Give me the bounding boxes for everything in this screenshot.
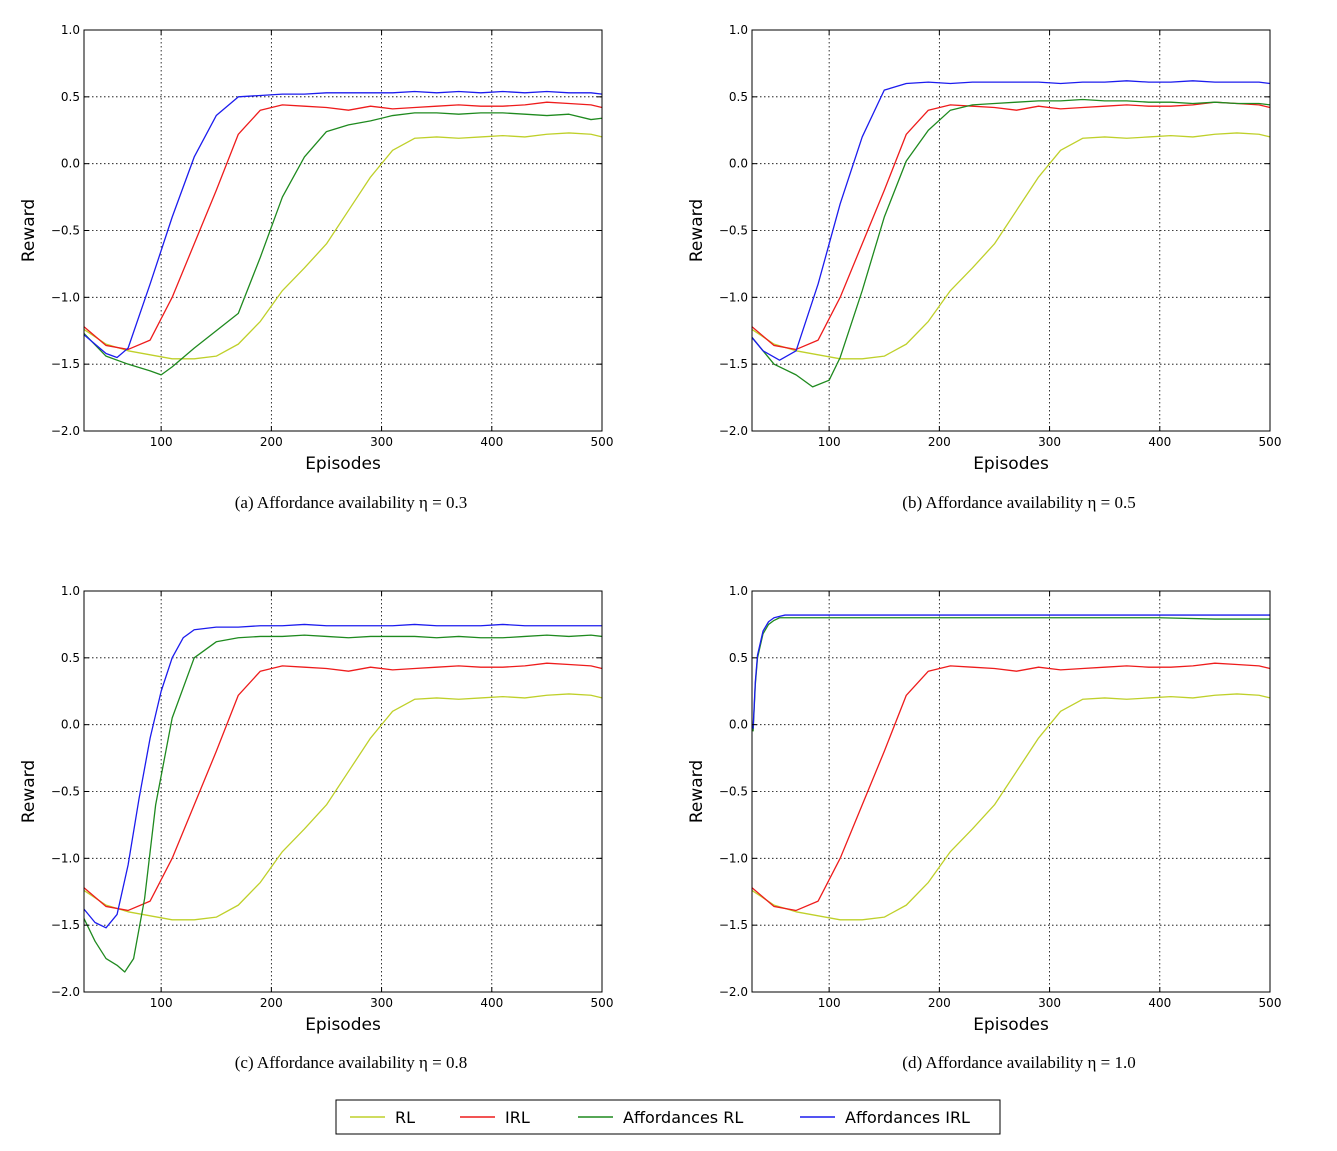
chart-1-caption: (b) Affordance availability η = 0.5 xyxy=(902,493,1135,512)
chart-0-xtick-label-2: 300 xyxy=(370,435,393,449)
chart-1-xtick-label-4: 500 xyxy=(1259,435,1282,449)
chart-3-ytick-label-4: 0.0 xyxy=(729,718,748,732)
chart-2-xtick-label-0: 100 xyxy=(150,996,173,1010)
subplot-a: 100 200 300 400 500 −2.0 −1.5 −1.0 −0.5 0.0 0.5 1.0… xyxy=(19,23,613,512)
chart-3-ytick-label-3: −0.5 xyxy=(719,785,748,799)
chart-2-y-axis-label: Reward xyxy=(19,760,39,823)
chart-3-x-axis-label: Episodes xyxy=(973,1015,1049,1035)
subplot-d: 100 200 300 400 500 −2.0 −1.5 −1.0 −0.5 0.0 0.5 1.0… xyxy=(687,584,1281,1072)
chart-0-y-axis-label: Reward xyxy=(19,199,39,262)
legend-label-irl: IRL xyxy=(505,1108,530,1127)
chart-0-xtick-label-0: 100 xyxy=(150,435,173,449)
chart-2-xtick-label-4: 500 xyxy=(591,996,614,1010)
chart-1-ytick-label-3: −0.5 xyxy=(719,224,748,238)
chart-2-caption: (c) Affordance availability η = 0.8 xyxy=(235,1053,467,1072)
subplot-c: 100 200 300 400 500 −2.0 −1.5 −1.0 −0.5 0.0 0.5 1.0… xyxy=(19,584,613,1072)
chart-0-caption: (a) Affordance availability η = 0.3 xyxy=(235,493,467,512)
chart-3-series-affordances-rl-line xyxy=(752,617,1270,732)
chart-1-ytick-label-0: −2.0 xyxy=(719,424,748,438)
chart-2-ytick-label-6: 1.0 xyxy=(61,584,80,598)
chart-2-ytick-label-1: −1.5 xyxy=(51,918,80,932)
chart-2-series-rl-line xyxy=(83,693,603,921)
chart-2-x-axis-label: Episodes xyxy=(305,1015,381,1035)
chart-1-xtick-label-2: 300 xyxy=(1038,435,1061,449)
chart-1-xtick-label-0: 100 xyxy=(818,435,841,449)
chart-2-xtick-label-2: 300 xyxy=(370,996,393,1010)
chart-0-series-irl-line xyxy=(83,101,603,351)
chart-1-xtick-label-3: 400 xyxy=(1148,435,1171,449)
chart-0-ytick-label-2: −1.0 xyxy=(51,290,80,304)
chart-0-ytick-label-1: −1.5 xyxy=(51,357,80,371)
chart-3-series-rl-line xyxy=(751,693,1271,921)
chart-2-series-affordances-rl-line xyxy=(83,634,603,973)
chart-0-x-axis-label: Episodes xyxy=(305,454,381,474)
chart-3-caption: (d) Affordance availability η = 1.0 xyxy=(902,1053,1135,1072)
chart-1-ytick-label-2: −1.0 xyxy=(719,290,748,304)
chart-2-ytick-label-2: −1.0 xyxy=(51,851,80,865)
chart-2-xtick-label-1: 200 xyxy=(260,996,283,1010)
legend-label-affordances-rl: Affordances RL xyxy=(623,1108,743,1127)
chart-1-series-irl-line xyxy=(751,101,1271,351)
chart-0-ytick-label-4: 0.0 xyxy=(61,157,80,171)
chart-2-ytick-label-3: −0.5 xyxy=(51,785,80,799)
subplot-b: 100 200 300 400 500 −2.0 −1.5 −1.0 −0.5 0.0 0.5 1.0… xyxy=(687,23,1281,512)
chart-3-series-affordances-irl-line xyxy=(752,614,1270,729)
chart-0-xtick-label-1: 200 xyxy=(260,435,283,449)
chart-0-ytick-label-5: 0.5 xyxy=(61,90,80,104)
chart-1-y-axis-label: Reward xyxy=(687,199,707,262)
chart-3-series-irl-line xyxy=(751,662,1271,912)
chart-2-series-affordances-irl-line xyxy=(83,623,602,929)
chart-1-ytick-label-5: 0.5 xyxy=(729,90,748,104)
chart-1-ytick-label-6: 1.0 xyxy=(729,23,748,37)
chart-2-xtick-label-3: 400 xyxy=(480,996,503,1010)
chart-0-ytick-label-0: −2.0 xyxy=(51,424,80,438)
chart-1-series-rl-line xyxy=(751,132,1271,360)
chart-0-series-rl-line xyxy=(83,132,603,360)
chart-3-ytick-label-6: 1.0 xyxy=(729,584,748,598)
chart-0-xtick-label-3: 400 xyxy=(480,435,503,449)
chart-3-y-axis-label: Reward xyxy=(687,760,707,823)
chart-0-series-affordances-irl-line xyxy=(83,90,603,359)
legend: RL IRL Affordances RL Affordances IRL xyxy=(335,1099,1001,1135)
chart-3-xtick-label-2: 300 xyxy=(1038,996,1061,1010)
chart-1-ytick-label-1: −1.5 xyxy=(719,357,748,371)
chart-3-ytick-label-5: 0.5 xyxy=(729,651,748,665)
chart-3-xtick-label-0: 100 xyxy=(818,996,841,1010)
chart-0-ytick-label-6: 1.0 xyxy=(61,23,80,37)
chart-1-x-axis-label: Episodes xyxy=(973,454,1049,474)
chart-3-xtick-label-3: 400 xyxy=(1148,996,1171,1010)
chart-3-ytick-label-0: −2.0 xyxy=(719,985,748,999)
chart-3-ytick-label-1: −1.5 xyxy=(719,918,748,932)
chart-0-xtick-label-4: 500 xyxy=(591,435,614,449)
chart-1-xtick-label-1: 200 xyxy=(928,435,951,449)
chart-2-ytick-label-0: −2.0 xyxy=(51,985,80,999)
legend-box xyxy=(335,1099,1001,1135)
chart-2-ytick-label-5: 0.5 xyxy=(61,651,80,665)
chart-1-series-affordances-irl-line xyxy=(751,80,1271,361)
chart-1-ytick-label-4: 0.0 xyxy=(729,157,748,171)
legend-label-rl: RL xyxy=(395,1108,415,1127)
chart-3-xtick-label-4: 500 xyxy=(1259,996,1282,1010)
chart-3-xtick-label-1: 200 xyxy=(928,996,951,1010)
chart-1-series-affordances-rl-line xyxy=(751,98,1271,388)
chart-0-series-affordances-rl-line xyxy=(83,112,603,376)
chart-2-series-irl-line xyxy=(83,662,603,912)
legend-label-affordances-irl: Affordances IRL xyxy=(845,1108,970,1127)
chart-0-ytick-label-3: −0.5 xyxy=(51,224,80,238)
chart-3-ytick-label-2: −1.0 xyxy=(719,851,748,865)
chart-2-ytick-label-4: 0.0 xyxy=(61,718,80,732)
